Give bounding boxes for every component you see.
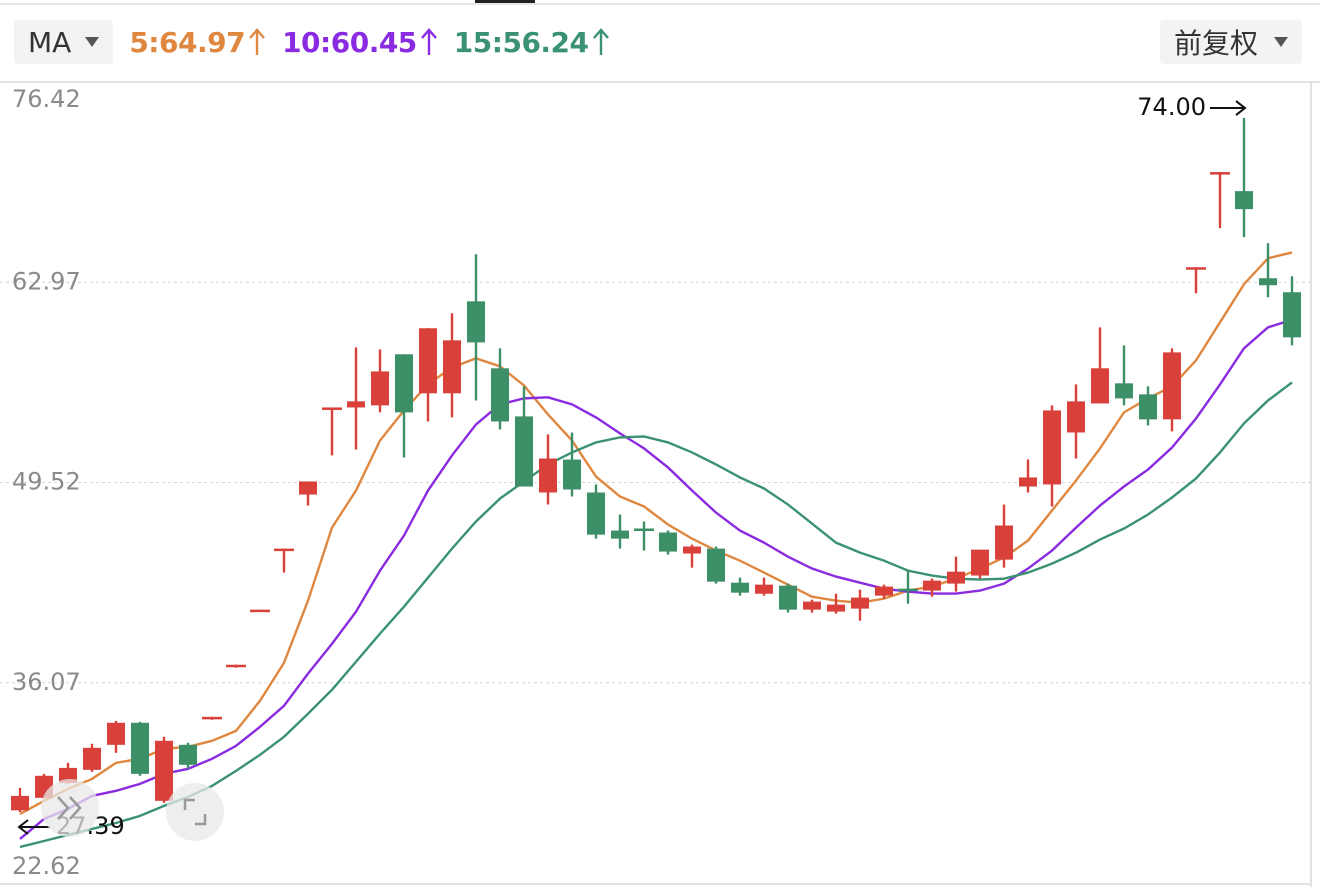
legend-label: 5:64.97 — [129, 25, 246, 59]
candle-body — [875, 586, 893, 596]
candle-body — [707, 548, 725, 582]
candle-body — [1019, 477, 1037, 487]
candle-body — [539, 458, 557, 493]
overlay-buttons — [41, 779, 224, 841]
candle-body — [1139, 394, 1157, 420]
candle-body — [634, 528, 654, 532]
fullscreen-icon — [183, 798, 207, 826]
adjust-label: 前复权 — [1173, 27, 1258, 60]
legend-label: 10:60.45 — [282, 25, 417, 59]
candle-body — [1235, 191, 1253, 210]
max-price-arrow — [1210, 100, 1247, 116]
candle-body — [491, 368, 509, 422]
candle-body — [1115, 383, 1133, 399]
candle-body — [155, 740, 173, 801]
candle-body — [731, 582, 749, 593]
candle-body — [11, 795, 29, 811]
candle-body — [827, 604, 845, 612]
candle-body — [1259, 278, 1277, 286]
y-tick-label: 22.62 — [12, 852, 81, 880]
candle-body — [1186, 267, 1206, 270]
indicator-dropdown[interactable]: MA — [14, 20, 114, 64]
candle-body — [898, 588, 918, 592]
tab-indicator — [475, 0, 535, 3]
y-tick-label: 76.42 — [12, 85, 81, 113]
candle-body — [515, 416, 533, 487]
candle-body — [371, 371, 389, 406]
candle-body — [202, 716, 222, 720]
y-tick-label: 36.07 — [12, 668, 81, 696]
candle-body — [611, 530, 629, 539]
candle-body — [587, 492, 605, 535]
candle-body — [1043, 410, 1061, 485]
legend-item: 10:60.45 — [282, 26, 438, 59]
legend-label: 15:56.24 — [453, 25, 589, 59]
candle-body — [1283, 292, 1301, 338]
legend-bar: MA 5:64.97 10:60.45 15:56.24 — [14, 20, 610, 64]
candle-body — [131, 722, 149, 774]
candle-body — [923, 580, 941, 591]
y-tick-label: 62.97 — [12, 267, 81, 295]
candle-body — [395, 354, 413, 413]
candle-body — [226, 664, 246, 668]
candle-body — [347, 401, 365, 408]
indicator-label: MA — [28, 25, 72, 59]
legend: 5:64.97 10:60.45 15:56.24 — [113, 26, 609, 59]
candle-body — [1091, 368, 1109, 404]
candle-body — [274, 548, 294, 552]
up-arrow-icon — [249, 28, 265, 55]
candle-body — [83, 747, 101, 770]
legend-item: 15:56.24 — [454, 26, 610, 59]
candle-body — [179, 744, 197, 765]
ma-line — [19, 381, 1293, 849]
candle-body — [443, 340, 461, 394]
adjust-control: 前复权 — [1159, 20, 1302, 64]
ma-line — [19, 318, 1293, 840]
min-price-arrow — [17, 819, 50, 835]
candle-body — [250, 609, 270, 613]
candle-body — [563, 459, 581, 490]
candle-body — [419, 328, 437, 394]
collapse-button[interactable] — [41, 779, 99, 837]
candle-body — [1163, 352, 1181, 420]
candle-body — [299, 481, 317, 495]
dropdown-icon — [1274, 37, 1288, 47]
max-price-label: 74.00 — [1137, 93, 1206, 121]
candle-body — [1210, 172, 1230, 175]
candle-body — [107, 722, 125, 745]
candle-body — [947, 571, 965, 584]
legend-item: 5:64.97 — [129, 26, 266, 59]
ma-line — [19, 251, 1293, 815]
candle-body — [659, 532, 677, 552]
candle-body — [755, 584, 773, 594]
candle-body — [995, 525, 1013, 560]
dropdown-icon — [85, 37, 100, 47]
candle-body — [1067, 401, 1085, 433]
fullscreen-button[interactable] — [166, 783, 224, 841]
candle-body — [322, 407, 342, 410]
candle-body — [467, 301, 485, 343]
double-arrow-icon — [57, 796, 82, 820]
up-arrow-icon — [592, 28, 609, 55]
up-arrow-icon — [420, 28, 437, 55]
candle-body — [779, 585, 797, 610]
adjust-dropdown[interactable]: 前复权 — [1159, 20, 1302, 64]
candle-body — [851, 597, 869, 609]
candle-body — [971, 549, 989, 576]
candle-body — [803, 601, 821, 610]
y-tick-label: 49.52 — [12, 468, 81, 496]
candle-body — [683, 546, 701, 554]
